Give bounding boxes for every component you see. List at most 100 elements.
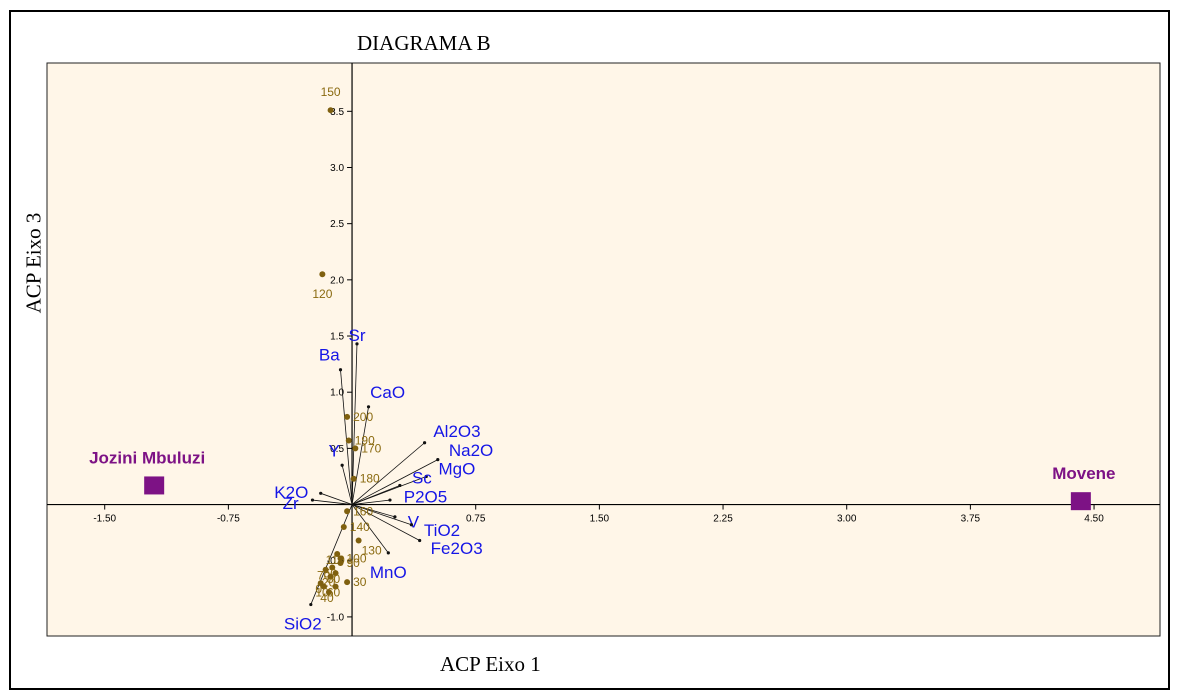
point-label: 160 [353,504,373,518]
point-label: 140 [350,520,370,534]
vector-tip [310,498,315,502]
x-tick-label: -1.50 [93,514,116,525]
vector-label: Sr [348,326,365,345]
vector-label: MnO [370,563,407,582]
y-tick-label: 3.5 [330,107,344,118]
vector-tip [309,602,313,607]
vector-tip [393,515,397,519]
point-label: 30 [353,575,367,589]
vector-label: Ba [319,346,340,365]
y-tick-label: 1.0 [330,388,344,399]
vector-label: P2O5 [404,488,447,507]
vector-line [310,504,353,605]
point-label: 120 [312,287,332,301]
point-label: 100 [347,551,367,565]
score-point [332,570,339,577]
score-point [322,566,329,573]
vector-tip [388,498,392,502]
vector-tip [424,474,428,479]
vector-tip [422,441,427,445]
group-label: Movene [1052,464,1115,483]
vector-tip [338,368,343,372]
y-tick-label: 2.5 [330,219,344,230]
score-point [327,107,334,114]
vector-label: Y [328,441,339,460]
vector-line [351,406,369,505]
vector-label: CaO [370,383,405,402]
score-point [327,573,334,580]
y-tick-label: -1.0 [327,612,345,623]
score-point [321,583,328,590]
vector-label: SiO2 [284,615,322,634]
score-point [345,437,352,444]
vector-tip [418,538,422,543]
y-tick-label: 3.0 [330,163,344,174]
x-tick-label: 0.75 [466,514,486,525]
score-point [337,555,344,562]
point-label: 180 [360,472,380,486]
score-point [337,559,344,566]
point-label: 190 [355,434,375,448]
vector-line [351,485,401,505]
vector-label: TiO2 [424,521,460,540]
group-label: Jozini Mbuluzi [89,448,205,467]
group-markers: Jozini Mbuluzi Movene [89,448,1116,511]
score-point [344,413,351,420]
score-point [334,550,341,557]
score-point [344,508,351,515]
vector-label: Na2O [449,441,493,460]
point-label: 90 [347,556,361,570]
vector-label: Al2O3 [433,422,480,441]
vector-tip [398,483,402,488]
vector-line [340,369,353,505]
score-point [325,589,332,596]
point-label: 150 [321,85,341,99]
point-label: 200 [353,410,373,424]
score-point [340,524,347,531]
vector-line [351,499,391,505]
group-square [144,476,165,495]
score-point [350,475,357,482]
score-point [329,564,336,571]
vector-tip [319,491,323,495]
vector-line [351,459,438,505]
point-label: 70 [317,569,331,583]
score-point [355,537,362,544]
point-label: 10 [315,586,329,600]
plot-area [46,62,1161,637]
point-label: 0 [315,582,322,596]
vector-tip [366,405,371,409]
score-point [352,445,359,452]
vector-label: Zr [283,494,299,513]
vector-line [320,492,353,505]
point-label: 170 [361,441,381,455]
x-tick-label: -0.75 [217,514,240,525]
vector-line [312,499,353,505]
vector-line [351,504,420,541]
y-tick-label: 0.5 [330,444,344,455]
point-label: 40 [320,591,334,605]
score-point [319,271,326,278]
x-tick-label: 3.00 [837,514,857,525]
y-tick-label: 2.0 [330,275,344,286]
vector-label: V [408,512,420,531]
chart-title: DIAGRAMA B [357,31,491,55]
vector-line [351,504,389,554]
score-point [332,583,339,590]
x-tick-label: 4.50 [1084,514,1104,525]
x-axis-label: ACP Eixo 1 [440,652,541,676]
x-tick-label: 1.50 [590,514,610,525]
x-tick-label: 3.75 [961,514,981,525]
vector-tip [409,523,414,527]
x-tick-label: 2.25 [713,514,733,525]
vector-line [351,504,412,526]
vector-label: MgO [438,460,475,479]
vector-label: Sc [412,468,432,487]
axes: -1.50 -0.75 0.75 1.50 2.25 3.00 3.75 4.50-1.0-0… [47,63,1160,636]
point-label: 130 [362,544,382,558]
vector-tip [355,342,359,346]
vector-label: K2O [274,483,308,502]
